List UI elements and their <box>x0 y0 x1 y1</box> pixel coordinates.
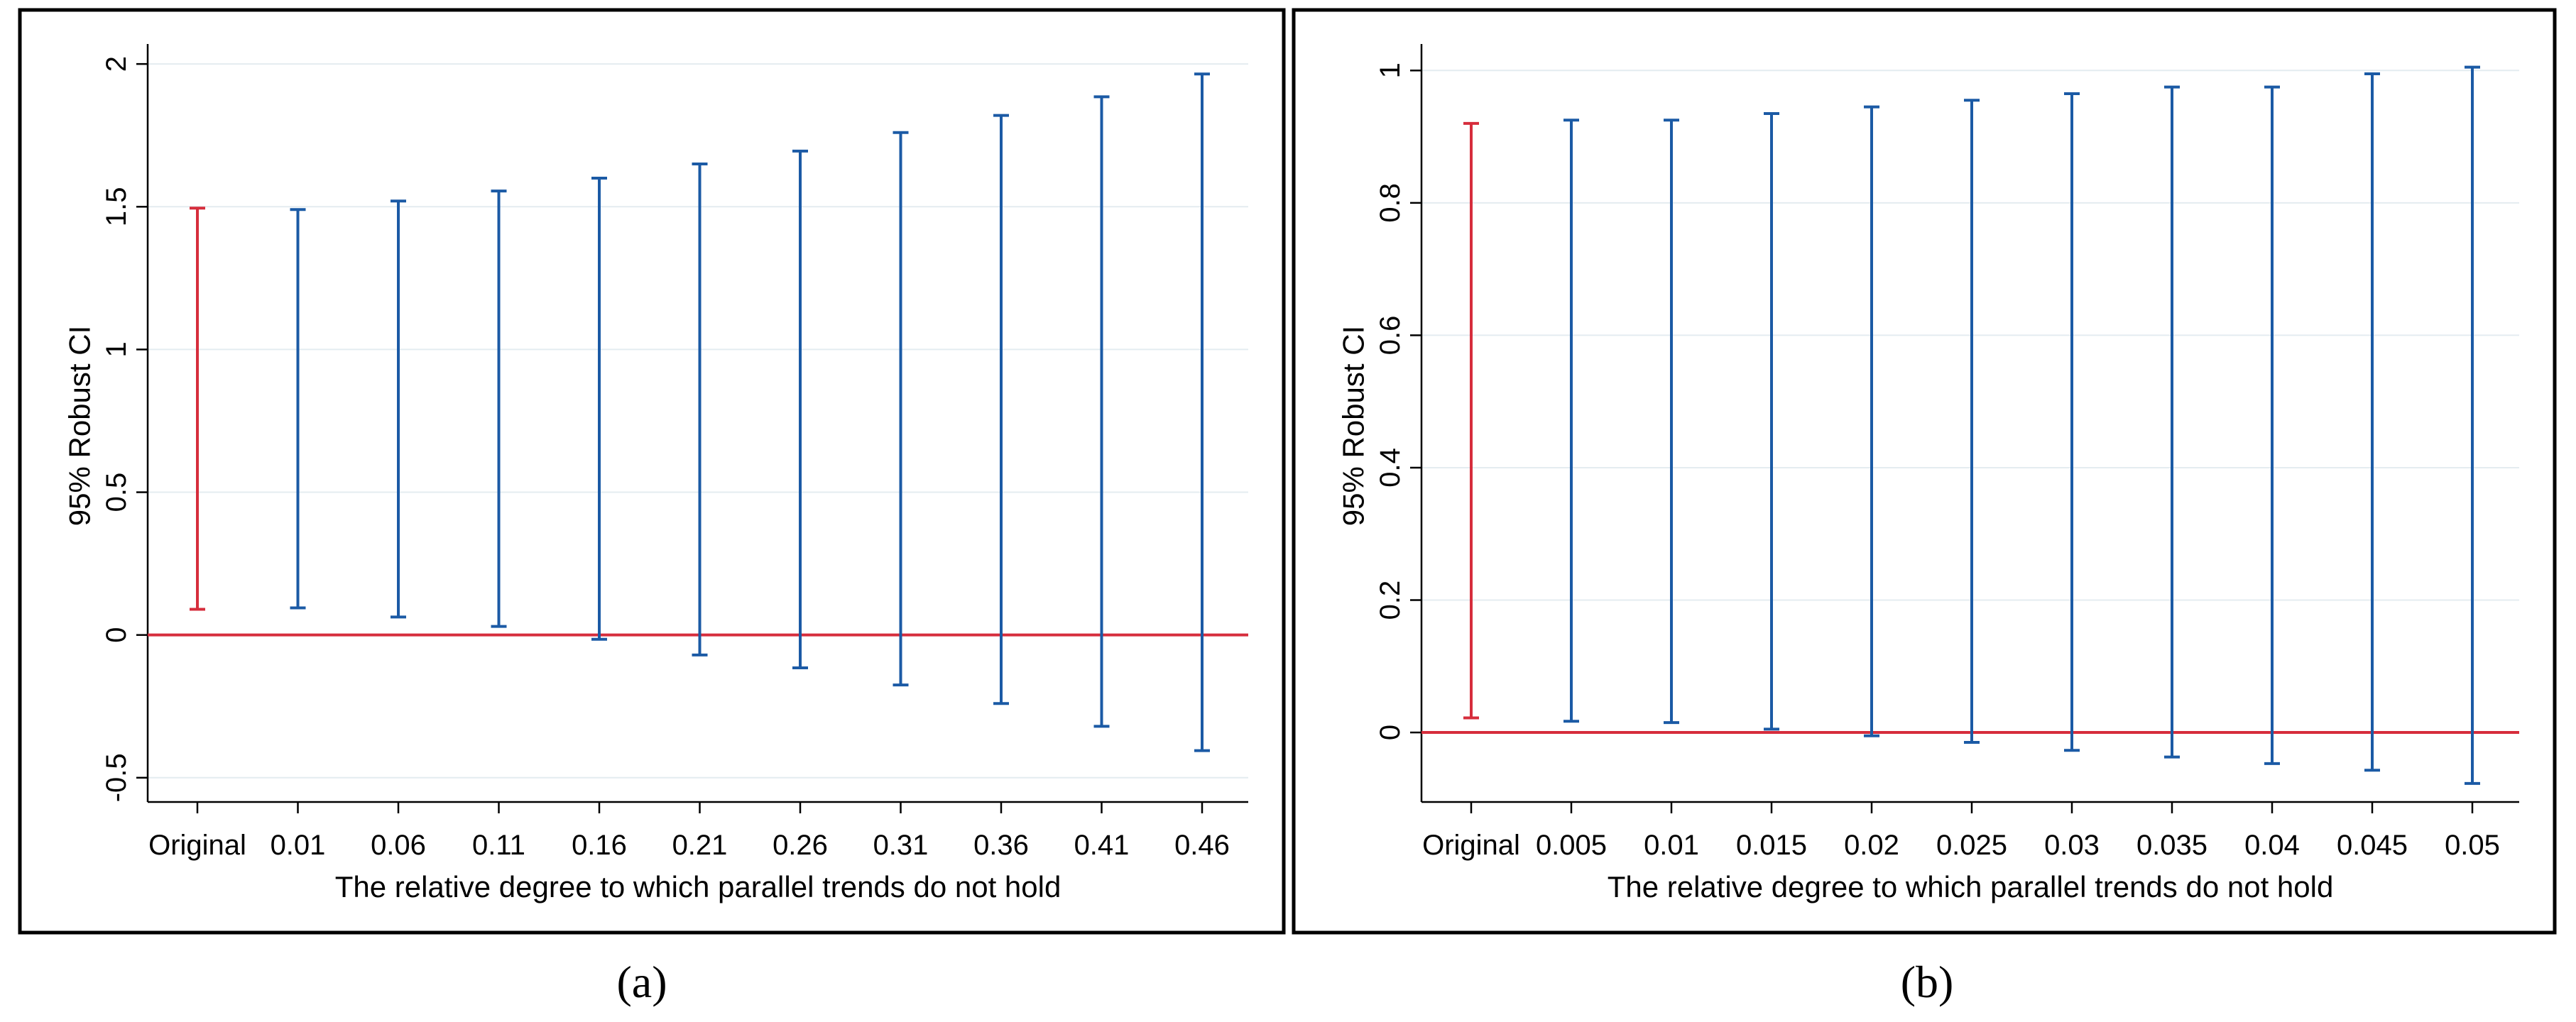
y-tick-label: 0 <box>101 627 132 643</box>
y-tick-label: 2 <box>101 56 132 72</box>
y-axis-title: 95% Robust CI <box>63 326 97 526</box>
ci-bar <box>993 114 1009 705</box>
x-tick-label: 0.045 <box>2337 830 2408 861</box>
ci-bar <box>290 208 306 610</box>
x-tick-label: 0.01 <box>271 830 326 861</box>
x-tick-label: 0.03 <box>2044 830 2100 861</box>
x-tick-label: 0.16 <box>572 830 627 861</box>
y-axis-title: 95% Robust CI <box>1337 326 1370 526</box>
ci-bar <box>792 149 808 669</box>
ci-bar <box>2364 72 2380 772</box>
x-tick-label: 0.015 <box>1736 830 1807 861</box>
y-tick-label: 0.2 <box>1375 581 1406 620</box>
ci-bar <box>1964 99 1980 744</box>
x-tick-label: 0.01 <box>1644 830 1699 861</box>
y-tick-label: 0 <box>1375 725 1406 740</box>
x-tick-label: 0.05 <box>2445 830 2500 861</box>
ci-bar-original <box>1463 121 1479 720</box>
x-tick-label: 0.035 <box>2136 830 2207 861</box>
ci-bar <box>2465 65 2480 785</box>
ci-bar <box>1664 119 1679 725</box>
x-tick-label: 0.06 <box>371 830 426 861</box>
ci-bar-original <box>190 207 205 611</box>
x-tick-label: 0.025 <box>1936 830 2007 861</box>
chart-panel-b: 0 0.2 0.4 0.6 0.8 1 Original 0.005 0.01 0.015 0.02… <box>1292 8 2557 1007</box>
y-tick-label: 0.4 <box>1375 448 1406 488</box>
ci-bar <box>1093 95 1110 728</box>
panel-caption: (a) <box>616 957 667 1007</box>
y-tick-label: 0.8 <box>1375 183 1406 223</box>
ci-bar <box>391 199 406 619</box>
chart-panel-a: -0.5 0 0.5 1 1.5 2 Original 0.01 0.06 0.11 0.16 0.2… <box>18 8 1286 1007</box>
y-tick-label: 0.5 <box>101 473 132 512</box>
x-axis-title: The relative degree to which parallel tr… <box>335 870 1061 903</box>
ci-bar <box>1563 119 1579 723</box>
x-tick-label: 0.21 <box>672 830 728 861</box>
panel-frame <box>1292 8 2557 935</box>
x-tick-label: 0.46 <box>1174 830 1230 861</box>
ci-bar <box>591 177 607 641</box>
ci-bar <box>2164 85 2180 759</box>
ci-bar <box>692 162 708 656</box>
ci-bar <box>491 189 507 628</box>
x-tick-label: 0.41 <box>1074 830 1130 861</box>
ci-bar <box>2264 85 2280 765</box>
x-tick-label: 0.005 <box>1536 830 1607 861</box>
y-tick-label: -0.5 <box>101 753 132 802</box>
y-tick-label: 1 <box>101 341 132 357</box>
y-tick-label: 1.5 <box>101 187 132 226</box>
x-tick-label: 0.26 <box>773 830 828 861</box>
x-tick-label: 0.36 <box>973 830 1029 861</box>
x-tick-label: 0.31 <box>873 830 929 861</box>
x-axis-title: The relative degree to which parallel tr… <box>1608 870 2334 903</box>
ci-bar <box>1764 111 1779 731</box>
ci-bar <box>1194 72 1210 752</box>
x-tick-label: 0.11 <box>472 830 525 861</box>
x-tick-label: 0.04 <box>2244 830 2300 861</box>
panel-caption: (b) <box>1901 957 1954 1007</box>
ci-bar <box>2064 92 2080 752</box>
x-tick-label: Original <box>1422 830 1520 861</box>
y-tick-label: 0.6 <box>1375 316 1406 356</box>
ci-bar <box>893 131 909 687</box>
x-tick-label: Original <box>148 830 246 861</box>
ci-bar <box>1864 105 1879 737</box>
y-tick-label: 1 <box>1375 62 1406 78</box>
x-tick-label: 0.02 <box>1844 830 1899 861</box>
panel-frame <box>18 8 1286 935</box>
